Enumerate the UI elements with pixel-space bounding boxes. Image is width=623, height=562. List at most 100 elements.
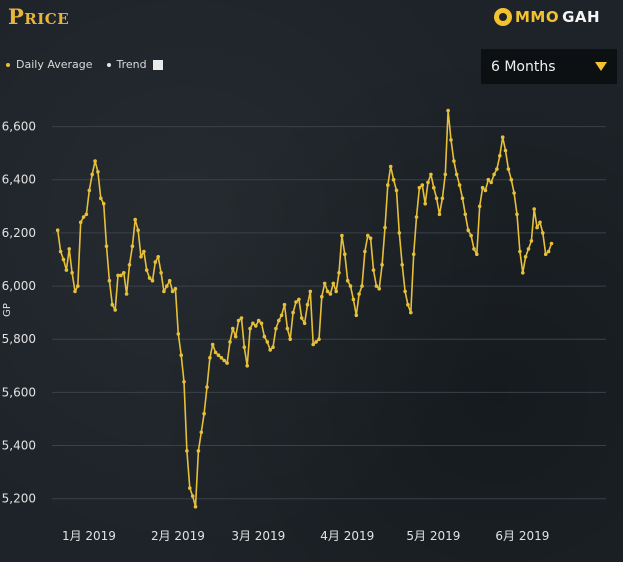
data-point	[480, 185, 485, 190]
data-point	[299, 316, 304, 320]
x-tick-label: 2月 2019	[151, 529, 205, 543]
data-point	[279, 313, 284, 318]
series-daily-average	[55, 108, 554, 509]
data-point	[498, 154, 502, 158]
data-point	[202, 411, 206, 416]
legend-label-trend: Trend	[116, 58, 147, 71]
x-tick-label: 4月 2019	[320, 529, 374, 543]
data-point	[139, 254, 143, 259]
data-point	[546, 249, 551, 254]
data-point	[228, 340, 232, 344]
x-tick-label: 6月 2019	[495, 529, 549, 543]
data-point	[500, 135, 505, 139]
data-point	[225, 361, 229, 365]
data-point	[70, 271, 74, 275]
data-point	[432, 185, 436, 190]
y-tick-label: 6,400	[2, 173, 36, 187]
data-point	[84, 212, 89, 217]
caret-down-icon	[595, 62, 607, 71]
time-range-select[interactable]: 6 Months	[481, 49, 617, 84]
trend-marker-icon	[106, 62, 111, 67]
data-point	[294, 300, 298, 304]
y-tick-label: 6,600	[2, 120, 36, 134]
data-point	[521, 271, 525, 275]
data-point	[366, 233, 370, 238]
y-tick-label: 5,800	[2, 332, 36, 346]
data-point	[297, 297, 301, 302]
logo-icon	[494, 8, 512, 26]
data-point	[159, 271, 163, 275]
data-point	[371, 268, 376, 272]
y-tick-label: 6,200	[2, 226, 36, 240]
data-point	[423, 201, 428, 206]
data-point	[406, 302, 410, 307]
data-point	[449, 138, 453, 142]
data-point	[388, 164, 393, 169]
data-point	[469, 233, 473, 238]
data-point	[463, 212, 468, 217]
data-point	[340, 233, 344, 238]
data-point	[503, 148, 508, 153]
data-point	[124, 292, 129, 296]
data-point	[454, 172, 459, 177]
data-point	[256, 318, 261, 323]
data-point	[397, 231, 402, 235]
brand-logo[interactable]: MMO GAH	[494, 6, 600, 28]
data-point	[386, 183, 390, 187]
data-point	[147, 276, 152, 280]
x-axis-ticks: 1月 2019 2月 2019 3月 2019 4月 2019 5月 2019 6月 20…	[62, 529, 549, 543]
data-point	[446, 108, 450, 113]
data-point	[90, 172, 94, 177]
data-point	[262, 334, 267, 339]
data-point	[417, 185, 422, 190]
data-point	[394, 188, 399, 193]
data-point	[58, 249, 63, 254]
data-point	[515, 212, 519, 217]
data-point	[426, 180, 430, 185]
data-point	[213, 350, 218, 355]
data-point	[150, 278, 155, 283]
data-point	[165, 284, 169, 288]
data-point	[328, 292, 333, 296]
x-tick-label: 1月 2019	[62, 529, 116, 543]
logo-text-a: MMO	[515, 8, 560, 26]
data-point	[331, 281, 336, 286]
data-point	[351, 297, 356, 302]
data-point	[486, 177, 491, 182]
data-point	[122, 271, 126, 275]
data-point	[291, 310, 295, 315]
data-point	[400, 263, 405, 267]
data-point	[311, 342, 316, 347]
legend-item-trend[interactable]: Trend	[106, 58, 163, 71]
y-tick-label: 5,400	[2, 439, 36, 453]
data-point	[185, 449, 189, 453]
data-point	[190, 494, 195, 498]
data-point	[348, 284, 353, 288]
data-point	[526, 247, 531, 251]
data-point	[380, 263, 384, 267]
data-point	[322, 281, 327, 286]
data-point	[170, 289, 175, 294]
data-point	[248, 326, 252, 331]
data-point	[357, 292, 361, 296]
trend-checkbox-icon[interactable]	[152, 59, 163, 70]
data-point	[167, 278, 172, 283]
data-point	[271, 345, 275, 350]
data-point	[182, 380, 186, 384]
data-point	[434, 196, 439, 201]
data-point	[142, 249, 146, 254]
y-axis-ticks: 5,200 5,400 5,600 5,800 6,000 6,200 6,400 6,600	[2, 120, 36, 506]
data-point	[443, 172, 448, 177]
chart-legend: Daily Average Trend	[6, 58, 177, 71]
data-point	[512, 191, 516, 195]
data-point	[245, 364, 249, 368]
legend-item-daily-average[interactable]: Daily Average	[6, 58, 93, 71]
data-point	[518, 249, 522, 254]
data-point	[495, 167, 499, 171]
data-point	[403, 289, 407, 294]
data-point	[265, 340, 270, 344]
data-point	[176, 332, 181, 336]
data-point	[535, 225, 539, 230]
page-title: Price	[8, 4, 70, 29]
data-point	[173, 286, 178, 291]
